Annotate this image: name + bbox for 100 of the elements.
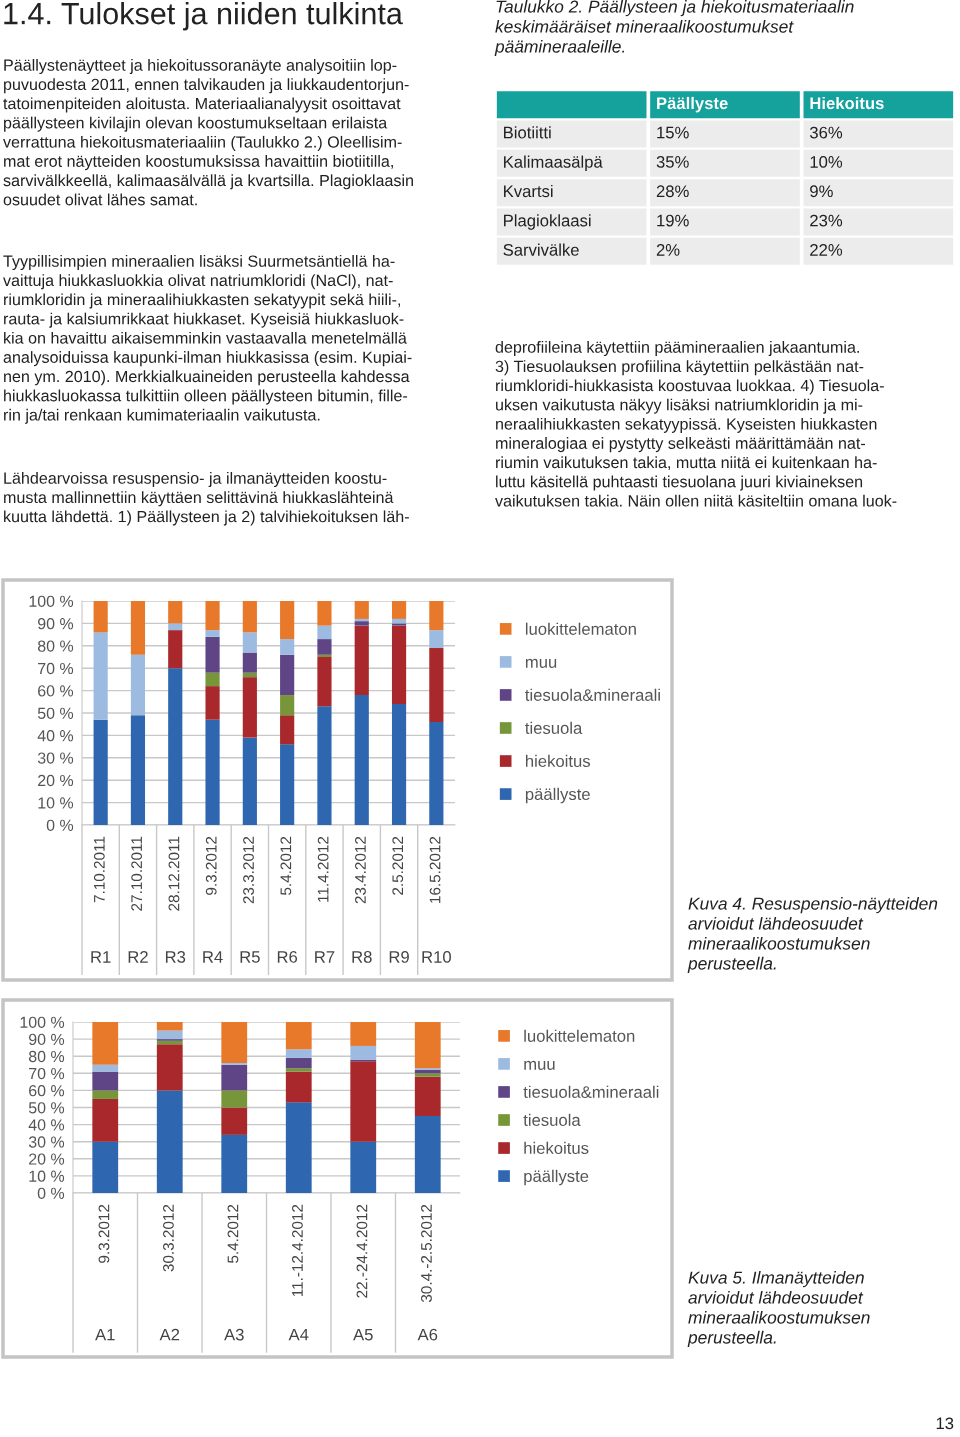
bar [350,1022,377,1046]
legend-label: muu [524,1060,555,1070]
bar [280,639,295,655]
category-label: Kvartsi [504,184,553,198]
y-tick-label: 0 % [37,1187,65,1199]
text: Kuva 5. Ilmanäytteiden arvioidut lähdeosuudet mineraalikoostumuksen perusteella. [687,1271,870,1348]
bar [414,1116,441,1193]
bar [317,625,332,640]
bar [242,601,257,633]
bar [92,1098,119,1142]
text: 1.4. Tulokset ja niiden tulkinta [4,2,403,31]
text: 2% [656,244,680,256]
y-tick-label: 20 % [38,774,74,787]
y-tick-label: 50 % [28,1102,65,1114]
legend-label: hiekoitus [526,754,591,768]
bar [391,623,407,626]
category-label: Sarvivälke [503,243,579,256]
text: 10% [810,156,843,168]
bar [242,652,257,673]
category-label: 30.4.-2.5.2012 A6 [417,1204,438,1341]
bar [92,1022,119,1065]
y-tick-label: 80 % [28,1050,65,1063]
y-tick-label: 30 % [28,1136,65,1148]
category-label: 30.3.2012 A2 [159,1204,180,1341]
bar [414,1022,441,1069]
bar [280,601,295,640]
text: Kuva 4. Resuspensio-näytteiden arvioidut lähdeosuudet mineraalikoostumuksen perusteella. [687,897,938,974]
bar [221,1022,248,1064]
bar [354,621,369,626]
text: 15% [657,126,689,139]
bar [280,654,295,696]
category-label: Hiekoitus [810,96,884,110]
bar [429,601,444,631]
bar [92,1064,119,1072]
bar [205,686,220,720]
y-tick-label: 50 % [37,707,74,719]
text: 36% [809,126,843,139]
y-tick-label: 40 % [37,730,74,742]
category-label: 9.3.2012 R4 [203,836,223,963]
bar [242,677,257,738]
text: Päällystenäytteet ja hiekoitussoranäyte analysoitiin lop- puvuodesta 2011, ennen talvikauden ja liukkaudentorjun- tatoimenpiteiden aloitusta. Materiaalianalyysit osoittavat päällysteen kivilajin olevan koostumukseltaan erilaista verrattuna hiekoitusmateriaaliin (Taulukko 2.) Oleellisim- mat erot näytteiden koostumuksissa havaittiin biotiitilla, sarvivälkkeellä, kalimaasälvällä ja kvartsilla. Plagioklaasin osuudet olivat lähes samat. [3,59,413,206]
category-label: 7.10.2011 R1 [91,836,111,963]
bar [429,630,444,649]
bar [205,601,220,631]
bar [156,1030,183,1040]
bar [285,1071,312,1103]
category-label: 11.4.2012 R7 [315,836,335,963]
legend-label: luokittelematon [524,1029,635,1042]
category-label: Biotiitti [504,126,551,139]
bar [354,695,369,825]
bar [156,1090,183,1193]
bar [130,601,146,655]
bar [205,636,220,673]
text: 22% [810,244,843,256]
legend-label: luokittelematon [525,622,636,635]
category-label: 11.-12.4.2012 A4 [288,1204,309,1341]
category-label: 16.5.2012 R10 [422,836,451,963]
legend-label: tiesuola [523,1113,581,1126]
bar [285,1049,312,1058]
bar [317,657,332,707]
bar [205,719,220,825]
text: Lähdearvoissa resuspensio- ja ilmanäytteiden koostu- musta mallinnettiin käyttäen selittävinä hiukkaslähteinä kuutta lähdettä. 1) Päällysteen ja 2) talvihiekoituksen läh- [4,472,409,526]
category-label: 23.3.2012 R5 [240,836,260,963]
bar [317,654,332,657]
y-tick-label: 10 % [38,797,74,809]
category-label: 23.4.2012 R8 [352,836,372,963]
text: 23% [810,214,843,227]
bar [205,672,220,687]
category-label: Päällyste [657,96,728,113]
bar [242,632,257,653]
bar [93,719,108,825]
bar [168,630,183,669]
bar [130,715,146,825]
text: deprofiileina käytettiin päämineraalien jakaantumia. 3) Tiesuolauksen profiilina käytettiin pelkästään nat- riumkloridi-hiukkasista koostuvaa luokkaa. 4) Tiesuola- uksen vaikutusta näkyy lisäksi natriumkloridin ja mi- neraalihiukkasten sekatyypissä. Kyseisten hiukkasten mineralogiaa ei pystytty selkeästi määrittämään nat- riumin vaikutuksen takia, mutta niitä ei kuitenkaan ha- luttu käsitellä puhtaasti tiesuolana juuri kiviaineksen vaikutuksen takia. Näin ollen niitä käsiteltiin omana luok- [495,341,897,507]
y-tick-label: 90 % [29,1033,65,1046]
y-tick-label: 100 % [29,595,74,607]
bar [221,1134,248,1193]
bar [168,601,183,624]
category-label: 5.4.2012 R6 [277,836,298,963]
bar [242,737,257,825]
bar [414,1073,441,1077]
y-tick-label: 40 % [28,1119,65,1131]
bar [92,1090,119,1099]
bar [350,1061,377,1142]
bar [391,704,407,825]
bar [280,744,295,825]
bar [92,1071,119,1091]
text: 28% [656,185,689,198]
bar [429,648,444,722]
y-tick-label: 60 % [38,685,74,697]
bar [92,1141,119,1193]
bar [221,1107,248,1135]
bar [414,1076,441,1117]
bar [156,1044,183,1091]
bar [93,632,108,720]
text: 19% [657,214,689,227]
bar [317,706,332,825]
text: Tyypillisimpien mineraalien lisäksi Suurmetsäntiellä ha- vaittuja hiukkasluokkia olivat natriumkloridi (NaCl), nat- riumkloridin ja mineraalihiukkasten sekatyypit sekä hiili-, rauta- ja kalsiumrikkaat hiukkaset. Kyseisiä hiukkasluok- kia on havaittu aikaisemminkin vastaavalla menetelmällä analysoiduissa kaupunki-ilman hiukkasissa (esim. Kupiai- nen ym. 2010). Merkkialkuaineiden perusteella kahdessa hiukkasluokassa tulkittiin olleen päällysteen bitumin, fille- rin ja/tai renkaan kumimateriaalin vaikutusta. [3,255,412,424]
category-label: 27.10.2011 R2 [128,836,148,963]
bar [429,721,444,825]
